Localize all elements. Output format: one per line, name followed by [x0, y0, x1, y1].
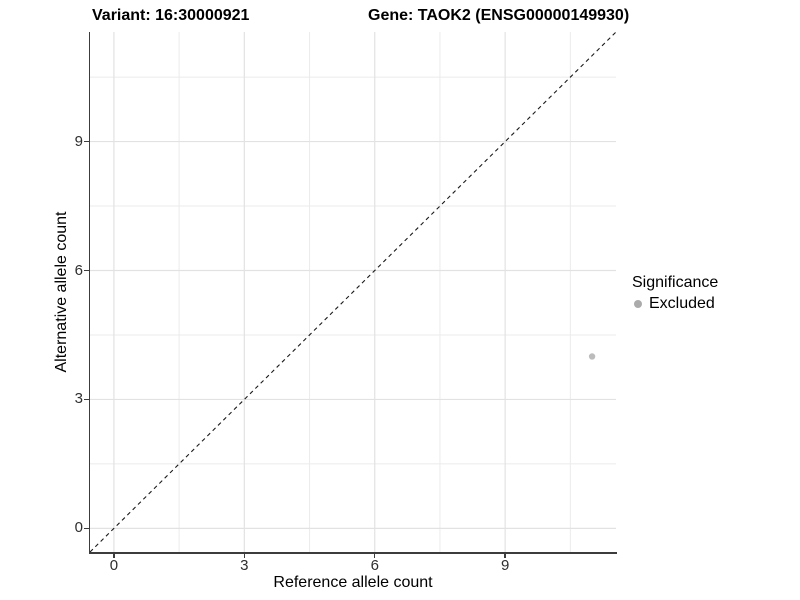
legend-key-dot	[634, 299, 642, 308]
y-tick-mark	[84, 398, 89, 401]
plot-title-variant: Variant: 16:30000921	[92, 7, 250, 24]
y-tick-label: 3	[74, 390, 83, 408]
x-axis-title: Reference allele count	[273, 574, 433, 591]
x-tick-label: 3	[240, 557, 249, 574]
x-axis-line	[88, 552, 617, 554]
plot-title-gene: Gene: TAOK2 (ENSG00000149930)	[368, 7, 630, 24]
identity-line	[90, 32, 616, 552]
y-tick-mark	[84, 527, 89, 530]
x-tick-label: 9	[500, 557, 510, 574]
x-tick-mark	[243, 553, 246, 558]
y-tick-mark	[84, 140, 89, 143]
legend: Significance Excluded	[630, 273, 718, 312]
legend-item-excluded: Excluded	[634, 295, 718, 312]
y-tick-mark	[84, 269, 89, 272]
y-tick-label: 9	[74, 132, 83, 150]
legend-item-label: Excluded	[649, 295, 715, 312]
data-point	[588, 353, 596, 360]
x-tick-mark	[504, 553, 506, 558]
plot-panel	[90, 32, 616, 552]
y-axis-title: Alternative allele count	[53, 211, 70, 373]
y-tick-label: 6	[74, 261, 83, 279]
x-tick-label: 6	[370, 557, 379, 574]
y-tick-label: 0	[74, 519, 83, 537]
x-tick-label: 0	[109, 557, 119, 574]
x-tick-mark	[373, 553, 376, 558]
legend-title: Significance	[632, 274, 719, 291]
y-axis-line	[88, 32, 90, 554]
x-tick-mark	[113, 553, 115, 558]
